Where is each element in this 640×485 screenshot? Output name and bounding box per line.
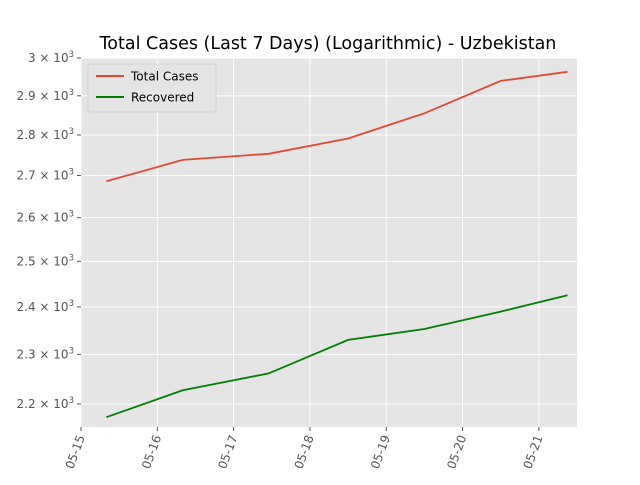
legend-label-recovered: Recovered [131,91,194,105]
x-tick-label: 05-16 [139,433,164,471]
y-tick-label: 2.6 × 103 [17,210,74,225]
x-tick-label: 05-15 [63,433,88,471]
x-axis: 05-15 05-16 05-17 05-18 05-19 05-20 05-21 [63,427,546,471]
y-tick-label: 2.7 × 103 [17,168,74,183]
y-tick-label: 2.8 × 103 [17,127,74,142]
plot-area [81,58,577,427]
chart-title: Total Cases (Last 7 Days) (Logarithmic) … [99,34,557,54]
x-tick-label: 05-19 [368,433,393,471]
x-tick-label: 05-17 [215,433,240,471]
series [106,70,568,419]
y-tick-label: 2.5 × 103 [17,253,74,268]
series-line-recovered [106,294,568,419]
y-tick-label: 3 × 103 [28,50,74,65]
y-tick-label: 2.3 × 103 [17,346,74,361]
x-tick-label: 05-20 [444,433,469,471]
y-tick-label: 2.2 × 103 [17,396,74,411]
y-axis: 2.2 × 103 2.3 × 103 2.4 × 103 2.5 × 103 2.6 … [17,50,81,411]
x-tick-label: 05-21 [521,433,546,471]
y-tick-label: 2.4 × 103 [17,299,74,314]
grid [80,57,577,427]
series-line-total-cases [106,70,568,183]
legend-label-total-cases: Total Cases [130,70,198,84]
x-tick-label: 05-18 [292,433,317,471]
legend: Total Cases Recovered [87,63,217,113]
y-tick-label: 2.9 × 103 [17,88,74,103]
